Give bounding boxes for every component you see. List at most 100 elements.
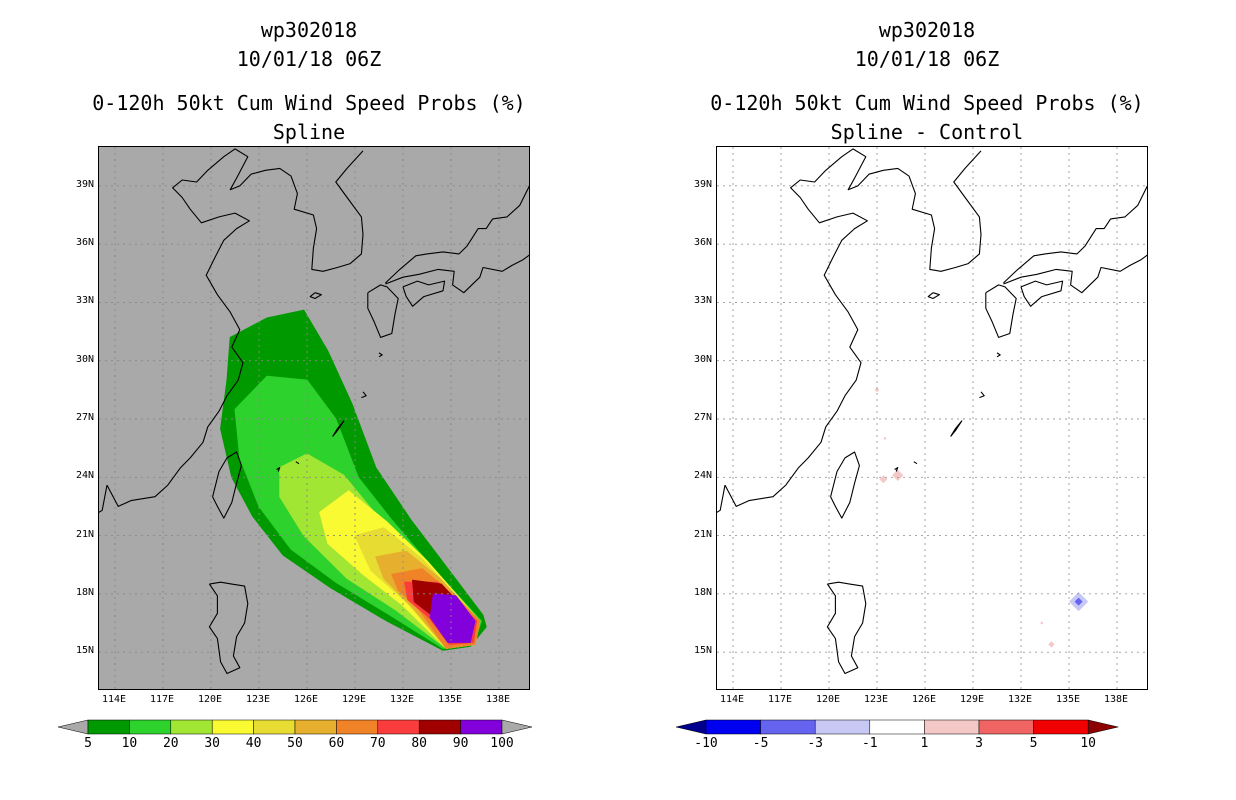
coastline <box>927 292 940 300</box>
right-title-method: Spline - Control <box>830 120 1024 144</box>
colorbar-segment <box>87 719 130 735</box>
x-tick-label: 132E <box>389 694 415 705</box>
colorbar-segment <box>460 719 503 735</box>
colorbar-segment <box>294 719 337 735</box>
colorbar-label: 80 <box>411 736 428 751</box>
coastline <box>361 391 367 399</box>
colorbar-label: 100 <box>490 736 514 751</box>
y-tick-label: 36N <box>693 237 712 249</box>
x-tick-label: 114E <box>719 694 745 705</box>
right-map-canvas <box>717 147 1147 689</box>
y-tick-label: 27N <box>75 412 94 423</box>
colorbar-segment <box>924 719 980 735</box>
coastline <box>724 148 982 507</box>
coastline <box>378 352 383 358</box>
anomaly-blob <box>1040 621 1044 625</box>
coastline <box>979 391 985 399</box>
x-tick-label: 117E <box>767 694 793 705</box>
colorbar-segment <box>760 719 816 735</box>
coastline <box>106 148 364 507</box>
x-tick-label: 129E <box>959 694 985 705</box>
colorbar-label: 20 <box>162 736 179 751</box>
colorbar-label: 5 <box>1029 736 1038 751</box>
left-map-plot <box>98 146 530 690</box>
left-colorbar <box>57 719 533 735</box>
colorbar-label: 50 <box>287 736 303 751</box>
anomaly-blob <box>874 387 880 393</box>
colorbar-segment <box>869 719 925 735</box>
colorbar-label: 3 <box>975 736 983 751</box>
y-tick-label: 21N <box>693 528 712 540</box>
coastline <box>894 467 899 472</box>
anomaly-blob <box>1074 597 1083 606</box>
colorbar-segment <box>129 719 172 735</box>
right-panel: wp302018 10/01/18 06Z 0-120h 50kt Cum Wi… <box>618 0 1236 800</box>
left-title-product: 0-120h 50kt Cum Wind Speed Probs (%) <box>92 91 526 115</box>
x-tick-label: 129E <box>341 694 367 705</box>
colorbar-segment <box>814 719 871 735</box>
left-panel: wp302018 10/01/18 06Z 0-120h 50kt Cum Wi… <box>57 18 533 751</box>
coastline <box>212 451 242 519</box>
anomaly-blob <box>892 469 904 481</box>
colorbar-label: 5 <box>84 736 92 751</box>
colorbar-arrow-high <box>501 719 533 735</box>
y-tick-label: 39N <box>693 178 712 190</box>
colorbar-segment <box>211 719 254 735</box>
y-tick-label: 15N <box>693 645 712 657</box>
x-tick-label: 123E <box>863 694 889 705</box>
coastline <box>950 420 963 437</box>
y-tick-label: 18N <box>75 586 94 598</box>
colorbar-label: 60 <box>328 736 345 751</box>
colorbar-arrow-low <box>57 719 89 735</box>
x-tick-label: 114E <box>101 694 127 705</box>
anomaly-blob <box>883 436 887 441</box>
anomaly-blob <box>1048 641 1055 648</box>
coastline <box>295 461 300 465</box>
colorbar-arrow-low <box>675 719 707 735</box>
coastline <box>385 254 529 294</box>
y-tick-label: 15N <box>75 645 94 657</box>
coastline <box>385 184 529 284</box>
coastline <box>276 467 281 472</box>
y-tick-label: 21N <box>75 528 94 540</box>
y-tick-label: 18N <box>693 586 712 598</box>
prob-contour-90 <box>429 593 476 643</box>
x-tick-label: 132E <box>1007 694 1033 705</box>
x-tick-label: 138E <box>1103 694 1129 705</box>
coastline <box>208 581 249 675</box>
y-tick-label: 33N <box>75 295 94 307</box>
colorbar-label: 70 <box>369 736 386 751</box>
colorbar-arrow-high <box>1087 719 1119 735</box>
right-map-plot <box>716 146 1148 690</box>
right-title-product: 0-120h 50kt Cum Wind Speed Probs (%) <box>710 91 1144 115</box>
colorbar-label: 1 <box>920 736 929 751</box>
coastline <box>1003 184 1147 284</box>
left-title-storm: wp302018 <box>260 18 358 42</box>
x-tick-label: 126E <box>293 694 319 705</box>
y-tick-label: 33N <box>693 295 712 307</box>
colorbar-segment <box>170 719 213 735</box>
colorbar-label: -10 <box>694 736 718 751</box>
coastline <box>985 284 1017 338</box>
coastline <box>996 352 1001 358</box>
colorbar-label: 40 <box>245 736 262 751</box>
right-colorbar <box>675 719 1119 735</box>
right-title-storm: wp302018 <box>878 18 976 42</box>
coastline <box>1020 280 1064 307</box>
colorbar-label: -5 <box>752 736 769 751</box>
y-tick-label: 30N <box>75 353 94 365</box>
coastline <box>99 484 108 513</box>
coastline <box>830 451 860 519</box>
x-tick-label: 135E <box>437 694 463 705</box>
y-tick-label: 36N <box>75 237 94 249</box>
x-tick-label: 120E <box>197 694 223 705</box>
right-title-date: 10/01/18 06Z <box>854 47 1000 71</box>
anomaly-blob <box>879 475 888 484</box>
x-tick-label: 120E <box>815 694 841 705</box>
colorbar-label: -1 <box>861 736 878 751</box>
x-tick-label: 126E <box>911 694 937 705</box>
left-map-canvas <box>99 147 529 689</box>
colorbar-segment <box>336 719 379 735</box>
coastline <box>717 484 726 513</box>
colorbar-segment <box>1033 719 1089 735</box>
